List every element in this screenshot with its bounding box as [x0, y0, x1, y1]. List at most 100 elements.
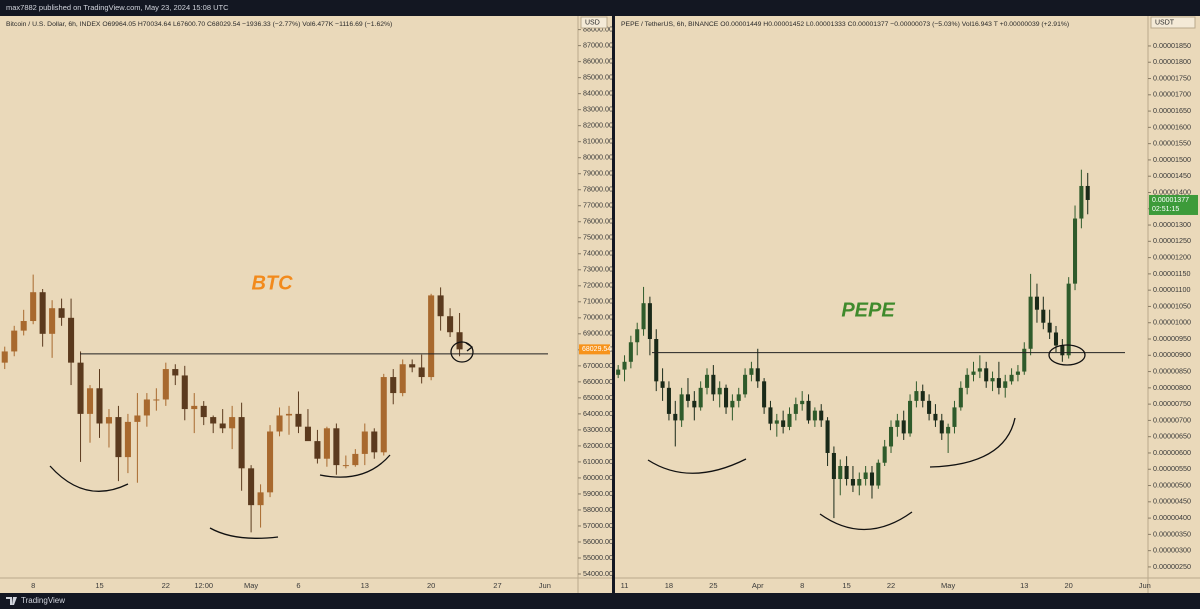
pepe-circle [1048, 344, 1086, 366]
pepe-curve [929, 417, 1016, 468]
btc-curve [209, 527, 279, 539]
chart-title: BTC [251, 272, 293, 294]
candle-body [762, 381, 767, 408]
candle-body [352, 453, 359, 466]
x-tick-label: 15 [95, 581, 103, 590]
candle-body [361, 431, 368, 454]
candle-body [927, 400, 932, 414]
candle-body [1009, 374, 1014, 382]
y-tick-label: 78000.00 [583, 185, 613, 194]
candle-body [96, 388, 103, 424]
btc-panel [0, 16, 612, 593]
candle-body [200, 405, 207, 418]
candle-body [1085, 185, 1090, 200]
y-tick-label: 86000.00 [583, 57, 613, 66]
y-tick-label: 57000.00 [583, 521, 613, 530]
candle-body [692, 400, 697, 408]
y-tick-label: 0.00001700 [1153, 90, 1191, 99]
candle-body [295, 413, 302, 427]
y-tick-label: 0.00000850 [1153, 366, 1191, 375]
candle-body [952, 407, 957, 427]
y-tick-label: 0.00000450 [1153, 497, 1191, 506]
y-tick-label: 0.00001250 [1153, 236, 1191, 245]
candle-body [257, 492, 264, 506]
y-tick-label: 88000.00 [583, 25, 613, 34]
candle-body [641, 303, 646, 330]
candle-body [819, 410, 824, 421]
candle-body [876, 462, 881, 486]
y-tick-label: 66000.00 [583, 377, 613, 386]
candle-body [58, 308, 65, 318]
y-tick-label: 79000.00 [583, 169, 613, 178]
y-tick-label: 62000.00 [583, 441, 613, 450]
candle-body [736, 394, 741, 401]
candle-body [124, 421, 131, 458]
y-tick-label: 0.00000600 [1153, 448, 1191, 457]
candle-body [730, 400, 735, 408]
candle-body [673, 413, 678, 421]
bar-countdown: 02:51:15 [1152, 206, 1179, 213]
candle-body [399, 364, 406, 394]
y-tick-label: 0.00000750 [1153, 399, 1191, 408]
candle-body [238, 417, 245, 469]
x-tick-label: 13 [1020, 581, 1028, 590]
candle-body [323, 428, 330, 459]
candle-body [647, 303, 652, 340]
candle-body [267, 431, 274, 493]
y-tick-label: 0.00001550 [1153, 139, 1191, 148]
y-tick-label: 76000.00 [583, 217, 613, 226]
candle-body [276, 415, 283, 432]
candle-body [456, 332, 463, 350]
candle-body [49, 308, 56, 334]
y-tick-label: 0.00001000 [1153, 318, 1191, 327]
btc-circle [450, 341, 474, 363]
y-tick-label: 63000.00 [583, 425, 613, 434]
y-tick-label: 0.00001200 [1153, 253, 1191, 262]
y-tick-label: 85000.00 [583, 73, 613, 82]
y-tick-label: 0.00000350 [1153, 529, 1191, 538]
candle-body [181, 375, 188, 410]
y-tick-label: 0.00000650 [1153, 432, 1191, 441]
y-tick-label: 54000.00 [583, 569, 613, 578]
pepe-curve [647, 458, 747, 474]
candle-body [409, 364, 416, 368]
currency-label: USDT [1155, 19, 1175, 26]
candle-body [863, 472, 868, 480]
candle-body [825, 420, 830, 453]
y-tick-label: 80000.00 [583, 153, 613, 162]
candle-body [248, 468, 255, 506]
y-tick-label: 71000.00 [583, 297, 613, 306]
candle-body [428, 295, 435, 378]
btc-curve [49, 465, 129, 492]
y-tick-label: 64000.00 [583, 409, 613, 418]
candle-body [755, 368, 760, 382]
candle-body [914, 391, 919, 401]
y-tick-label: 81000.00 [583, 137, 613, 146]
candle-body [162, 369, 169, 400]
candle-body [882, 446, 887, 463]
brand-name[interactable]: TradingView [21, 596, 65, 605]
candle-body [210, 417, 217, 424]
candle-body [153, 399, 160, 401]
last-price-tag [579, 344, 610, 355]
y-tick-label: 82000.00 [583, 121, 613, 130]
candle-body [774, 420, 779, 424]
candle-body [1066, 283, 1071, 356]
candle-body [304, 426, 311, 442]
candle-body [447, 316, 454, 333]
y-tick-label: 65000.00 [583, 393, 613, 402]
x-tick-label: 13 [361, 581, 369, 590]
x-tick-label: 27 [493, 581, 501, 590]
x-tick-label: Jun [1139, 581, 1151, 590]
candle-body [134, 415, 141, 422]
y-tick-label: 56000.00 [583, 537, 613, 546]
candle-body [901, 420, 906, 434]
candle-body [143, 399, 150, 416]
y-tick-label: 0.00001650 [1153, 106, 1191, 115]
candle-body [1028, 296, 1033, 349]
y-tick-label: 0.00001050 [1153, 301, 1191, 310]
y-tick-label: 60000.00 [583, 473, 613, 482]
y-tick-label: 61000.00 [583, 457, 613, 466]
candle-body [908, 400, 913, 434]
y-tick-label: 0.00001750 [1153, 73, 1191, 82]
